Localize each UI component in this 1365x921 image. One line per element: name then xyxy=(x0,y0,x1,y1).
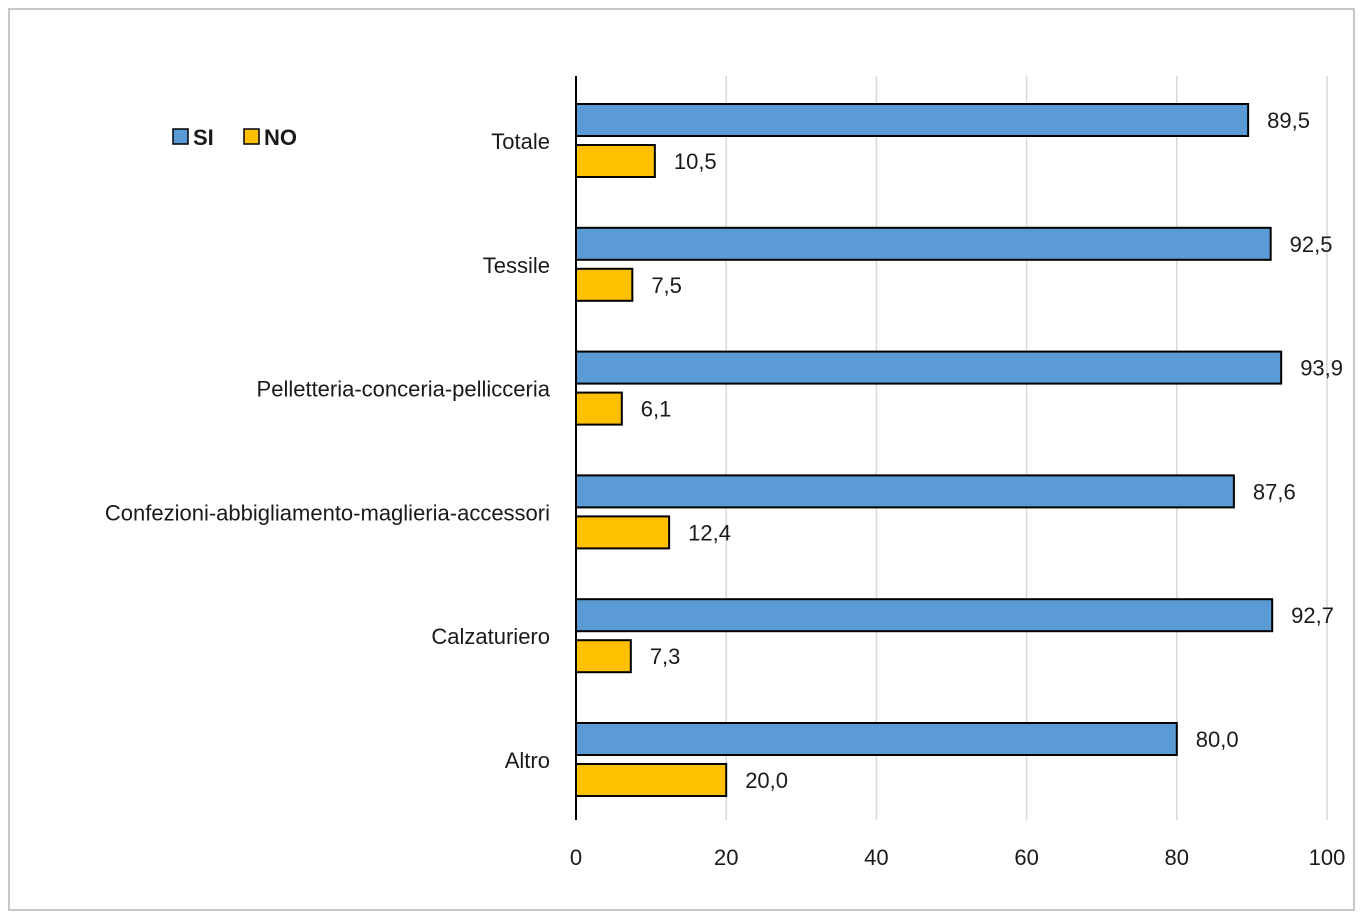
data-label-si: 89,5 xyxy=(1267,108,1310,133)
data-label-no: 12,4 xyxy=(688,520,731,545)
data-label-si: 93,9 xyxy=(1300,356,1343,381)
bar-si xyxy=(575,226,1272,261)
category-label: Tessile xyxy=(483,253,550,278)
bar-si xyxy=(575,103,1250,137)
category-label: Altro xyxy=(505,748,550,773)
x-tick-label: 100 xyxy=(1309,845,1346,870)
data-label-no: 7,5 xyxy=(651,273,682,298)
legend-label-no: NO xyxy=(264,125,297,150)
x-tick-label: 0 xyxy=(570,845,582,870)
category-label: Pelletteria-conceria-pellicceria xyxy=(257,377,551,402)
bars: 89,5 10,5 92,5 7,5 93,9 6,1 87,6 12,4 92,7 7,3 80,… xyxy=(575,103,1343,797)
legend-swatch-si xyxy=(172,128,189,145)
legend-swatch-no xyxy=(243,128,260,145)
legend-label-si: SI xyxy=(193,125,214,150)
category-label: Totale xyxy=(491,129,550,154)
bar-si xyxy=(575,474,1235,509)
bar-si xyxy=(575,598,1274,633)
data-label-no: 10,5 xyxy=(674,149,717,174)
data-label-si: 87,6 xyxy=(1253,479,1296,504)
x-tick-label: 80 xyxy=(1165,845,1189,870)
chart-frame xyxy=(8,8,1355,911)
bar-si xyxy=(575,722,1178,756)
data-label-no: 7,3 xyxy=(650,644,681,669)
bar-no xyxy=(575,144,656,178)
bar-no xyxy=(575,639,632,674)
data-label-si: 92,5 xyxy=(1290,232,1333,257)
data-label-no: 6,1 xyxy=(641,397,672,422)
legend: SI NO xyxy=(172,125,297,150)
x-tick-label: 60 xyxy=(1014,845,1038,870)
data-label-si: 92,7 xyxy=(1291,603,1334,628)
axes: 0 20 40 60 80 100 Totale Tessile Pelletteria-con… xyxy=(105,76,1345,870)
bar-no xyxy=(575,391,623,426)
x-tick-label: 20 xyxy=(714,845,738,870)
bar-si xyxy=(575,350,1283,385)
bar-no xyxy=(575,763,728,797)
category-label: Confezioni-abbigliamento-maglieria-acces… xyxy=(105,500,550,525)
category-label: Calzaturiero xyxy=(431,624,550,649)
bar-no xyxy=(575,515,671,550)
data-label-si: 80,0 xyxy=(1196,727,1239,752)
gridlines xyxy=(725,76,1328,820)
bar-no xyxy=(575,267,634,302)
x-tick-label: 40 xyxy=(864,845,888,870)
data-label-no: 20,0 xyxy=(745,768,788,793)
